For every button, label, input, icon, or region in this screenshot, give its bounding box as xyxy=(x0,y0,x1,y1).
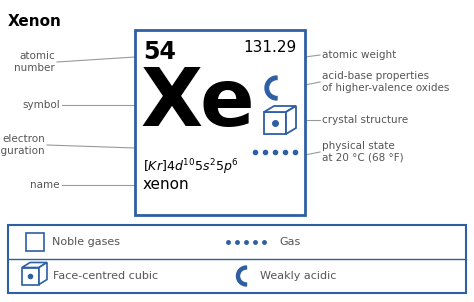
Text: symbol: symbol xyxy=(22,100,60,110)
Bar xyxy=(135,30,305,215)
Polygon shape xyxy=(264,106,296,112)
Polygon shape xyxy=(22,262,47,268)
Text: $\mathit{[Kr]4d^{10}5s^{2}5p^{6}}$: $\mathit{[Kr]4d^{10}5s^{2}5p^{6}}$ xyxy=(143,157,239,177)
Bar xyxy=(264,112,286,134)
Polygon shape xyxy=(286,106,296,134)
Text: 54: 54 xyxy=(143,40,176,64)
Text: Xenon: Xenon xyxy=(8,14,62,29)
Text: crystal structure: crystal structure xyxy=(322,115,408,125)
Bar xyxy=(22,268,39,284)
Text: 131.29: 131.29 xyxy=(244,40,297,55)
Text: name: name xyxy=(30,180,60,190)
Text: physical state
at 20 °C (68 °F): physical state at 20 °C (68 °F) xyxy=(322,141,404,163)
Text: xenon: xenon xyxy=(143,177,190,192)
Text: electron
configuration: electron configuration xyxy=(0,134,45,156)
Wedge shape xyxy=(237,266,246,286)
Text: Weakly acidic: Weakly acidic xyxy=(261,271,337,281)
Text: Face-centred cubic: Face-centred cubic xyxy=(53,271,158,281)
Polygon shape xyxy=(39,262,47,284)
Text: atomic
number: atomic number xyxy=(14,51,55,73)
Bar xyxy=(8,225,466,293)
Text: Gas: Gas xyxy=(280,237,301,247)
Text: acid-base properties
of higher-valence oxides: acid-base properties of higher-valence o… xyxy=(322,71,449,93)
Wedge shape xyxy=(265,76,277,100)
Text: Noble gases: Noble gases xyxy=(52,237,120,247)
Text: Xe: Xe xyxy=(140,65,255,143)
Bar xyxy=(26,233,44,251)
Text: atomic weight: atomic weight xyxy=(322,50,396,60)
